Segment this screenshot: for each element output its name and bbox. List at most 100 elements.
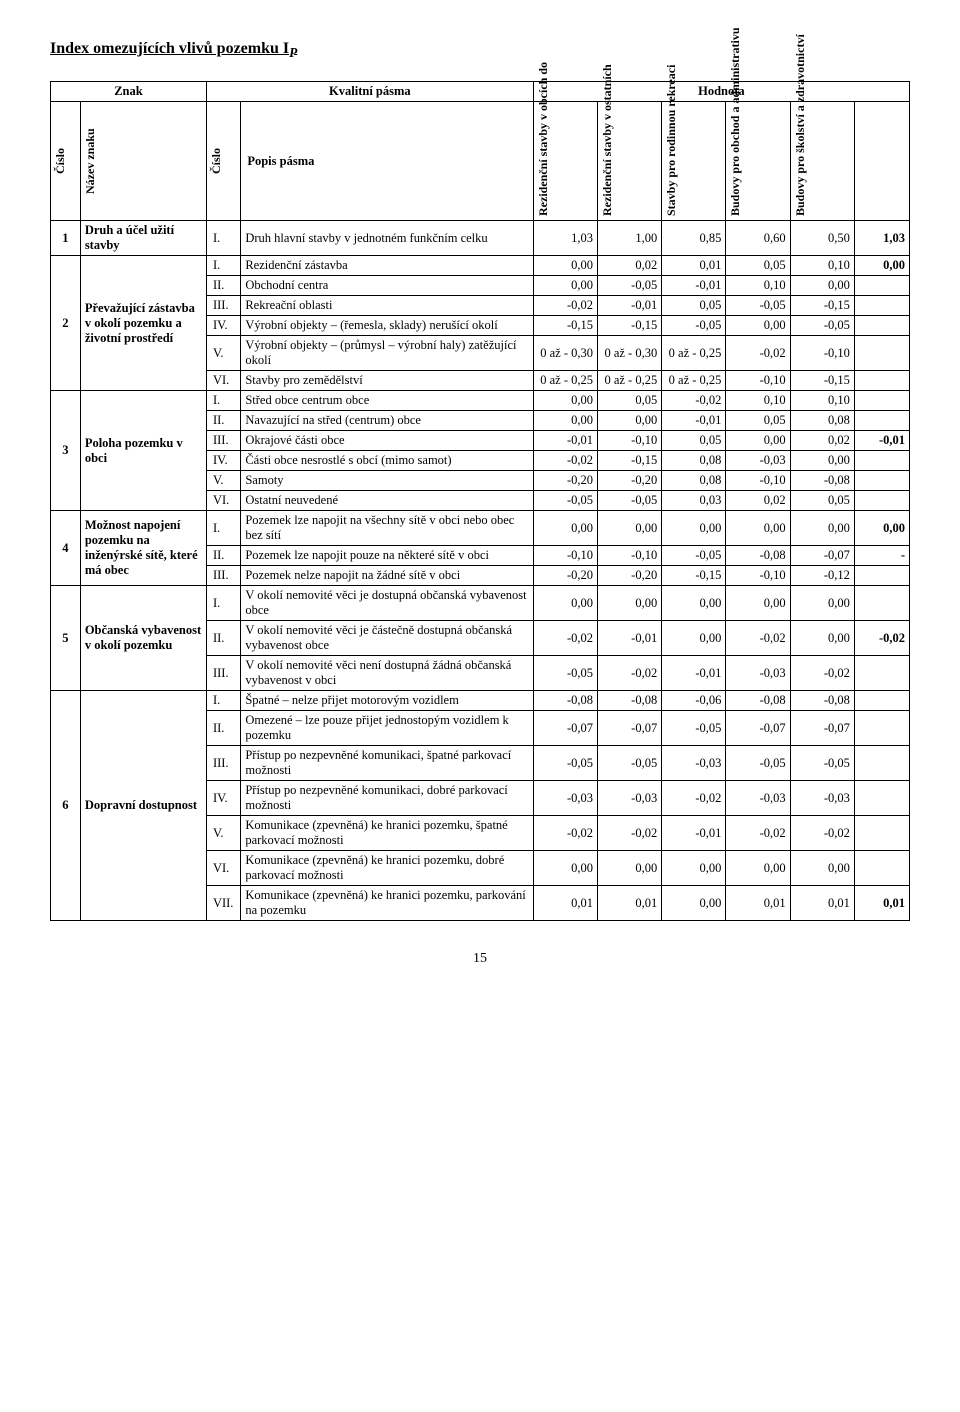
row-value: 0,00	[790, 851, 854, 886]
group-name: Převažující zástavba v okolí pozemku a ž…	[80, 256, 206, 391]
row-roman: VII.	[206, 886, 240, 921]
row-roman: I.	[206, 511, 240, 546]
row-value: 0,00	[533, 276, 597, 296]
row-roman: I.	[206, 391, 240, 411]
row-value: 0,00	[533, 511, 597, 546]
row-value: -0,10	[533, 546, 597, 566]
row-value: -0,10	[597, 546, 661, 566]
th-h4: Budovy pro obchod a administrativu	[726, 102, 790, 221]
row-value: 0,00	[597, 411, 661, 431]
row-roman: III.	[206, 296, 240, 316]
row-value: -0,01	[662, 656, 726, 691]
row-value: -0,01	[662, 411, 726, 431]
row-desc: Stavby pro zemědělství	[241, 371, 533, 391]
row-value: 0,01	[726, 886, 790, 921]
row-value: 0,05	[726, 256, 790, 276]
row-value: -0,15	[597, 316, 661, 336]
group-number: 3	[51, 391, 81, 511]
row-roman: II.	[206, 276, 240, 296]
group-name: Druh a účel užití stavby	[80, 221, 206, 256]
row-desc: V okolí nemovité věci není dostupná žádn…	[241, 656, 533, 691]
row-value: -0,07	[597, 711, 661, 746]
row-roman: VI.	[206, 851, 240, 886]
row-value: -0,03	[597, 781, 661, 816]
row-value: -0,15	[597, 451, 661, 471]
th-h2: Rezidenční stavby v ostatních	[597, 102, 661, 221]
row-value: 0,02	[790, 431, 854, 451]
row-roman: I.	[206, 221, 240, 256]
row-value: 0 až - 0,30	[533, 336, 597, 371]
row-value: -0,02	[726, 816, 790, 851]
row-result: 1,03	[854, 221, 909, 256]
row-desc: Rezidenční zástavba	[241, 256, 533, 276]
row-value: -0,02	[726, 336, 790, 371]
row-value: -0,15	[533, 316, 597, 336]
row-result	[854, 371, 909, 391]
row-result	[854, 851, 909, 886]
row-value: 1,03	[533, 221, 597, 256]
row-value: 0,01	[790, 886, 854, 921]
row-value: -0,08	[726, 546, 790, 566]
row-value: -0,08	[597, 691, 661, 711]
row-value: -0,02	[533, 451, 597, 471]
row-desc: Pozemek lze napojit na všechny sítě v ob…	[241, 511, 533, 546]
row-desc: Přístup po nezpevněné komunikaci, špatné…	[241, 746, 533, 781]
row-desc: Rekreační oblasti	[241, 296, 533, 316]
row-result	[854, 296, 909, 316]
row-value: 0,10	[726, 276, 790, 296]
row-value: -0,10	[726, 371, 790, 391]
row-roman: V.	[206, 471, 240, 491]
row-value: 0,00	[662, 621, 726, 656]
row-desc: V okolí nemovité věci je dostupná občans…	[241, 586, 533, 621]
row-desc: Komunikace (zpevněná) ke hranici pozemku…	[241, 851, 533, 886]
row-value: -0,01	[597, 621, 661, 656]
row-value: 0,00	[662, 511, 726, 546]
row-desc: Druh hlavní stavby v jednotném funkčním …	[241, 221, 533, 256]
row-value: 0,00	[790, 621, 854, 656]
row-value: -0,05	[533, 746, 597, 781]
row-desc: Přístup po nezpevněné komunikaci, dobré …	[241, 781, 533, 816]
row-value: -0,08	[533, 691, 597, 711]
row-value: -0,03	[790, 781, 854, 816]
row-value: 0,08	[662, 471, 726, 491]
row-desc: Obchodní centra	[241, 276, 533, 296]
row-value: 0,00	[533, 586, 597, 621]
row-roman: VI.	[206, 371, 240, 391]
row-value: -0,15	[790, 296, 854, 316]
row-desc: Komunikace (zpevněná) ke hranici pozemku…	[241, 816, 533, 851]
row-value: 0,00	[662, 586, 726, 621]
row-value: -0,15	[662, 566, 726, 586]
row-value: -0,05	[597, 491, 661, 511]
row-roman: I.	[206, 256, 240, 276]
row-result	[854, 391, 909, 411]
row-value: -0,05	[726, 296, 790, 316]
row-roman: IV.	[206, 451, 240, 471]
page-title: Index omezujících vlivů pozemku IP	[50, 40, 910, 61]
row-value: 0,00	[726, 316, 790, 336]
row-value: -0,01	[597, 296, 661, 316]
group-number: 1	[51, 221, 81, 256]
row-value: -0,12	[790, 566, 854, 586]
page-number: 15	[50, 951, 910, 967]
row-roman: IV.	[206, 316, 240, 336]
row-value: 0,00	[726, 431, 790, 451]
row-value: 0,00	[790, 276, 854, 296]
row-value: 0,01	[662, 256, 726, 276]
row-roman: II.	[206, 711, 240, 746]
row-value: -0,02	[790, 656, 854, 691]
row-desc: V okolí nemovité věci je částečně dostup…	[241, 621, 533, 656]
row-result: 0,01	[854, 886, 909, 921]
row-value: -0,01	[533, 431, 597, 451]
row-roman: VI.	[206, 491, 240, 511]
row-result: -0,01	[854, 431, 909, 451]
row-value: -0,05	[597, 276, 661, 296]
row-value: -0,07	[790, 546, 854, 566]
row-value: 0,00	[533, 391, 597, 411]
row-value: -0,01	[662, 276, 726, 296]
row-value: 0,05	[790, 491, 854, 511]
th-cislo2: Číslo	[206, 102, 240, 221]
group-number: 6	[51, 691, 81, 921]
row-value: 0,00	[726, 586, 790, 621]
row-result	[854, 746, 909, 781]
row-value: 0,01	[597, 886, 661, 921]
